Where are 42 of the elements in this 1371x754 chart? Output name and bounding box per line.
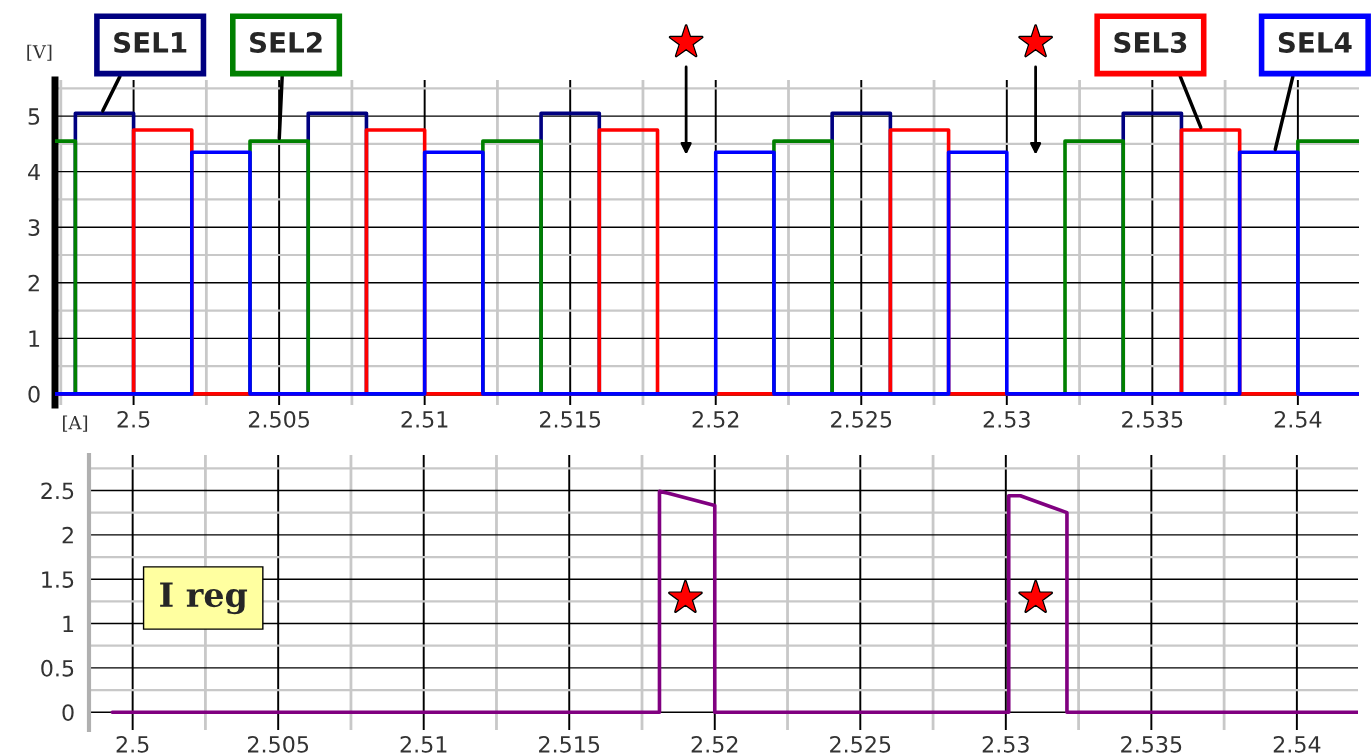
y-tick-label: 4 <box>28 163 40 181</box>
x-tick-label: 2.52 <box>691 735 738 753</box>
x-tick-label: 2.54 <box>1273 735 1321 753</box>
x-tick-label: 2.515 <box>540 410 601 428</box>
y-tick-label: 2.5 <box>41 482 74 500</box>
y-tick-label: 2 <box>62 526 73 544</box>
y-tick-label: 3 <box>28 219 40 236</box>
x-tick-label: 2.5 <box>117 410 150 428</box>
y-axis-title: [V] <box>27 44 52 61</box>
x-tick-label: 2.53 <box>983 410 1030 428</box>
annotation: I reg <box>160 582 248 615</box>
annotation: SEL2 <box>250 31 322 53</box>
line-series <box>110 489 1358 715</box>
annotation: ★ <box>1019 581 1052 612</box>
y-tick-label: 1 <box>29 330 40 347</box>
y-tick-label: 1 <box>63 615 74 632</box>
x-tick-label: 2.52 <box>692 410 739 428</box>
y-axis-title: [A] <box>63 415 88 432</box>
text: ★ <box>670 25 703 56</box>
x-tick-label: 2.51 <box>401 410 448 428</box>
text: ★ <box>1019 25 1052 56</box>
x-tick-label: 2.535 <box>1121 735 1182 753</box>
x-tick-label: 2.535 <box>1122 410 1183 428</box>
y-tick-label: 1.5 <box>42 571 74 588</box>
x-tick-label: 2.525 <box>830 735 891 753</box>
y-tick-label: 0.5 <box>41 659 74 677</box>
y-tick-label: 0 <box>62 704 74 722</box>
annotation: SEL1 <box>114 31 187 53</box>
y-tick-label: 2 <box>28 274 39 292</box>
x-tick-label: 2.505 <box>248 735 309 753</box>
x-tick-label: 2.505 <box>248 410 309 428</box>
x-tick-label: 2.515 <box>539 735 600 753</box>
annotation: SEL4 <box>1278 31 1352 53</box>
x-tick-label: 2.51 <box>400 735 447 753</box>
y-tick-label: 5 <box>28 108 40 125</box>
x-tick-label: 2.525 <box>831 410 892 428</box>
y-tick-label: 0 <box>28 385 40 403</box>
x-tick-label: 2.5 <box>116 735 149 753</box>
annotation: ★ <box>669 581 702 612</box>
x-tick-label: 2.53 <box>982 735 1029 753</box>
annotation: SEL3 <box>1114 31 1187 53</box>
x-tick-label: 2.54 <box>1274 410 1322 428</box>
